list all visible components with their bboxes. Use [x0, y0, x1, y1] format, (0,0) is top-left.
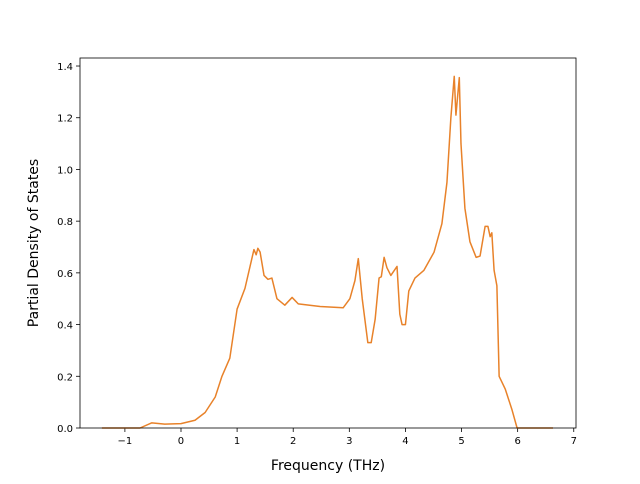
y-tick-label: 0.0	[57, 424, 73, 435]
x-tick-label: 5	[458, 436, 464, 447]
x-axis-label: Frequency (THz)	[271, 458, 385, 474]
y-tick-label: 1.2	[57, 114, 73, 125]
y-axis-label: Partial Density of States	[26, 159, 42, 327]
y-tick-label: 0.2	[57, 372, 73, 383]
y-tick-label: 1.4	[57, 62, 73, 73]
x-tick-label: 4	[402, 436, 408, 447]
x-tick-label: 0	[178, 436, 184, 447]
plot-frame	[79, 57, 577, 429]
y-tick-label: 1.0	[57, 165, 73, 176]
y-tick-label: 0.8	[57, 217, 73, 228]
x-tick-label: 2	[290, 436, 296, 447]
x-tick-label: −1	[118, 436, 133, 447]
x-tick-label: 7	[571, 436, 577, 447]
x-tick-label: 1	[234, 436, 240, 447]
y-tick-label: 0.4	[57, 321, 73, 332]
x-tick-label: 3	[346, 436, 352, 447]
x-tick-label: 6	[514, 436, 520, 447]
y-tick-label: 0.6	[57, 269, 73, 280]
line-series	[101, 75, 553, 429]
